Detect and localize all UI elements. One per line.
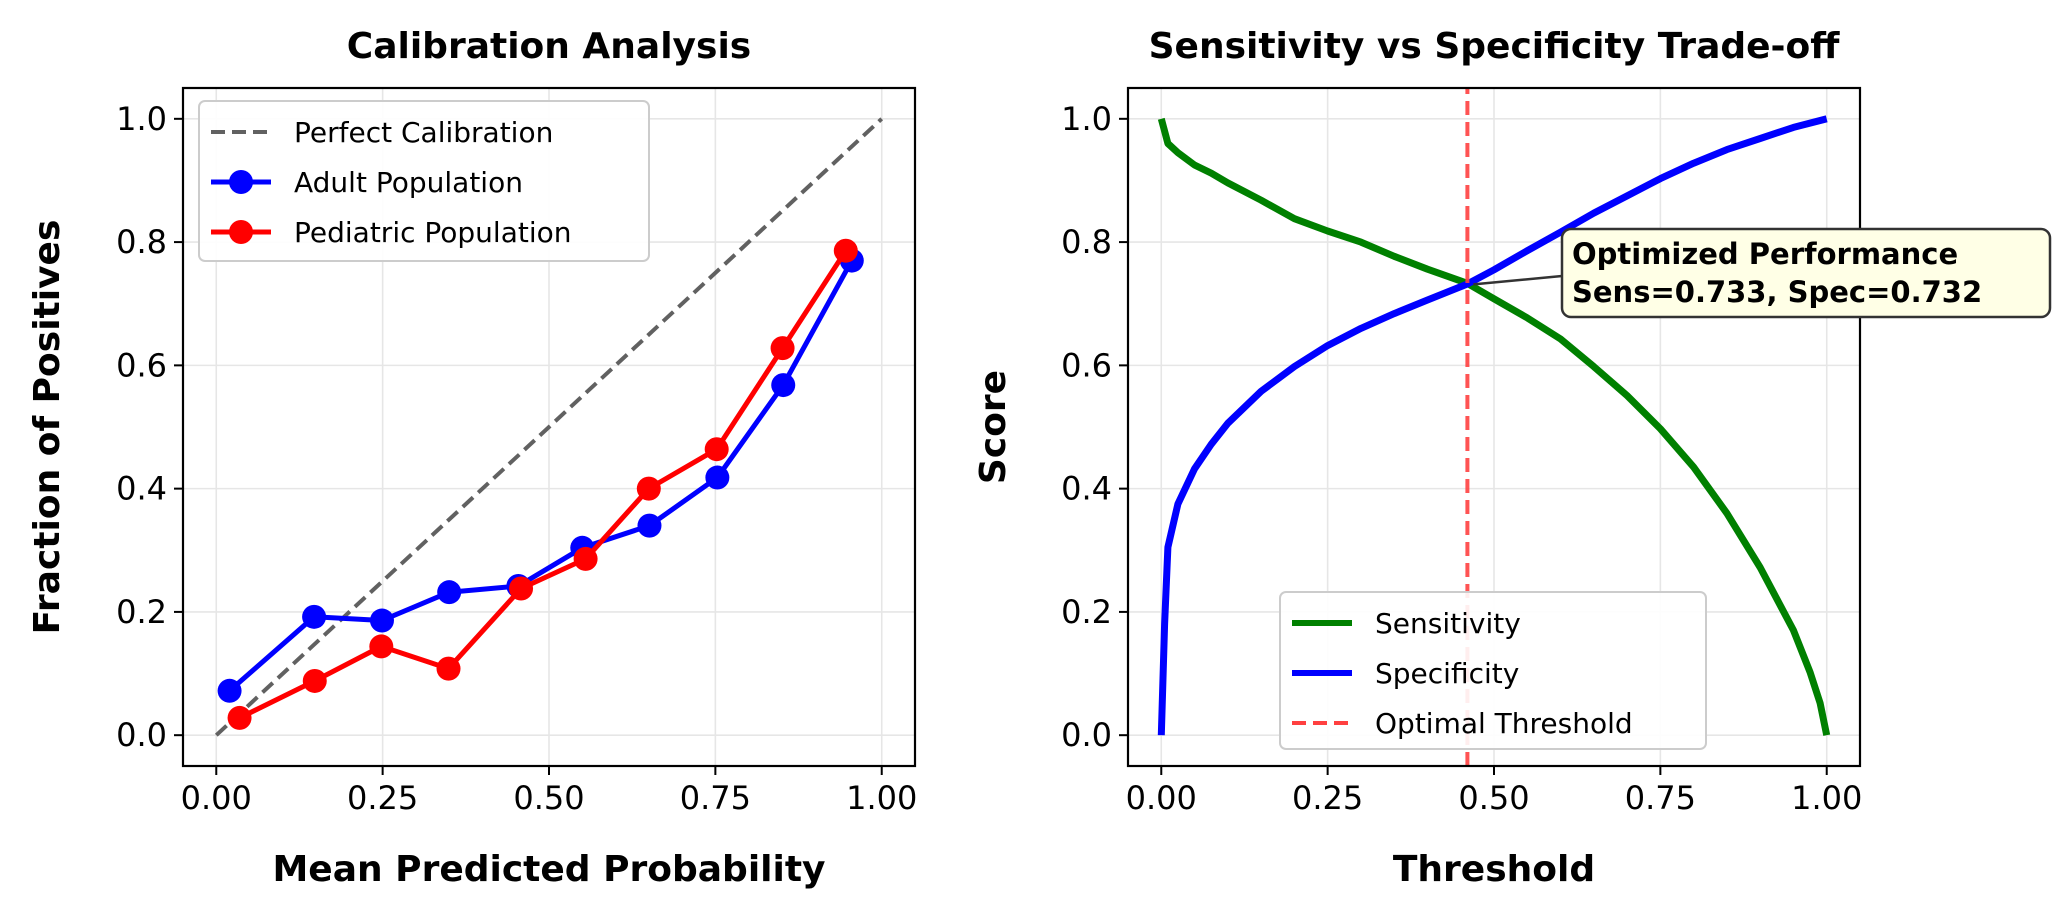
pediatric-population-line: [238, 249, 848, 721]
y-tick-label: 1.0: [116, 100, 167, 138]
pediatric-population-legend-marker: [229, 220, 253, 244]
pediatric-population-point: [636, 476, 661, 501]
x-axis-label: Mean Predicted Probability: [272, 849, 825, 890]
pediatric-population-point: [436, 656, 461, 681]
x-tick-label: 0.50: [1458, 779, 1529, 817]
y-tick-label: 0.6: [116, 346, 167, 384]
y-axis-label: Score: [973, 370, 1014, 484]
x-tick-label: 0.50: [513, 779, 584, 817]
pediatric-population-point: [770, 336, 795, 361]
pediatric-population-point: [369, 634, 394, 659]
x-tick-label: 0.75: [680, 779, 751, 817]
legend: Perfect Calibration Adult Population Pedia…: [198, 100, 650, 262]
specificity-legend-label: Specificity: [1375, 657, 1519, 690]
sensitivity-specificity-chart: Sensitivity vs Specificity Trade-off 0.0…: [973, 26, 2052, 890]
y-tick-label: 0.8: [116, 223, 167, 261]
legend-box: [1279, 591, 1707, 750]
x-tick-label: 0.75: [1625, 779, 1696, 817]
y-tick-label: 0.4: [116, 470, 167, 508]
adult-population-point: [705, 465, 730, 490]
series-layer: [214, 117, 884, 737]
adult-population-legend-label: Adult Population: [294, 166, 523, 199]
x-tick-label: 0.25: [347, 779, 418, 817]
chart-title: Calibration Analysis: [347, 26, 751, 67]
axis-ticks: 0.00 0.25 0.50 0.75 1.00 0.0 0.2 0.4 0.6 0.8 1.0: [116, 100, 917, 817]
adult-population-point: [302, 604, 327, 629]
perfect-calibration-line: [214, 117, 884, 737]
pediatric-population-point: [227, 705, 252, 730]
adult-population-point: [637, 513, 662, 538]
x-tick-label: 0.00: [1126, 779, 1197, 817]
y-tick-label: 0.2: [116, 593, 167, 631]
pediatric-population-legend-label: Pediatric Population: [294, 216, 572, 249]
calibration-chart: Calibration Analysis 0.00 0.25 0.50 0.75 1.0…: [27, 26, 917, 890]
x-tick-label: 1.00: [846, 779, 917, 817]
pediatric-population-point: [302, 668, 327, 693]
y-tick-label: 0.6: [1061, 346, 1112, 384]
pediatric-population-point: [509, 576, 534, 601]
x-tick-label: 1.00: [1791, 779, 1862, 817]
adult-population-point: [437, 580, 462, 605]
x-tick-label: 0.00: [181, 779, 252, 817]
legend: Sensitivity Specificity Optimal Threshold: [1279, 591, 1707, 750]
perfect-calibration-legend-label: Perfect Calibration: [294, 116, 553, 149]
adult-population-point: [369, 608, 394, 633]
annotation-line-2: Sens=0.733, Spec=0.732: [1572, 275, 1982, 309]
pediatric-population-point: [704, 437, 729, 462]
y-tick-label: 1.0: [1061, 100, 1112, 138]
optimal-threshold-legend-label: Optimal Threshold: [1375, 707, 1633, 740]
adult-population-point: [771, 373, 796, 398]
x-tick-label: 0.25: [1292, 779, 1363, 817]
pediatric-population-point: [573, 546, 598, 571]
y-tick-label: 0.8: [1061, 223, 1112, 261]
annotation-arrow: [1473, 274, 1563, 286]
y-tick-label: 0.2: [1061, 593, 1112, 631]
chart-title: Sensitivity vs Specificity Trade-off: [1149, 26, 1841, 67]
y-axis-label: Fraction of Positives: [27, 220, 68, 635]
y-tick-label: 0.4: [1061, 470, 1112, 508]
legend-box: [198, 100, 650, 262]
annotation: Optimized Performance Sens=0.733, Spec=0…: [1473, 227, 2052, 319]
adult-population-point: [217, 678, 242, 703]
y-tick-label: 0.0: [1061, 716, 1112, 754]
x-axis-label: Threshold: [1393, 849, 1595, 890]
specificity-line: [1157, 115, 1828, 736]
adult-population-line: [227, 259, 854, 693]
axis-ticks: 0.00 0.25 0.50 0.75 1.00 0.0 0.2 0.4 0.6 0.8 1.0: [1061, 100, 1862, 817]
y-tick-label: 0.0: [116, 716, 167, 754]
sensitivity-legend-label: Sensitivity: [1375, 607, 1521, 640]
adult-population-legend-marker: [229, 170, 253, 194]
pediatric-population-point: [833, 238, 858, 263]
annotation-line-1: Optimized Performance: [1572, 237, 1958, 271]
annotation-box: [1560, 227, 2052, 319]
